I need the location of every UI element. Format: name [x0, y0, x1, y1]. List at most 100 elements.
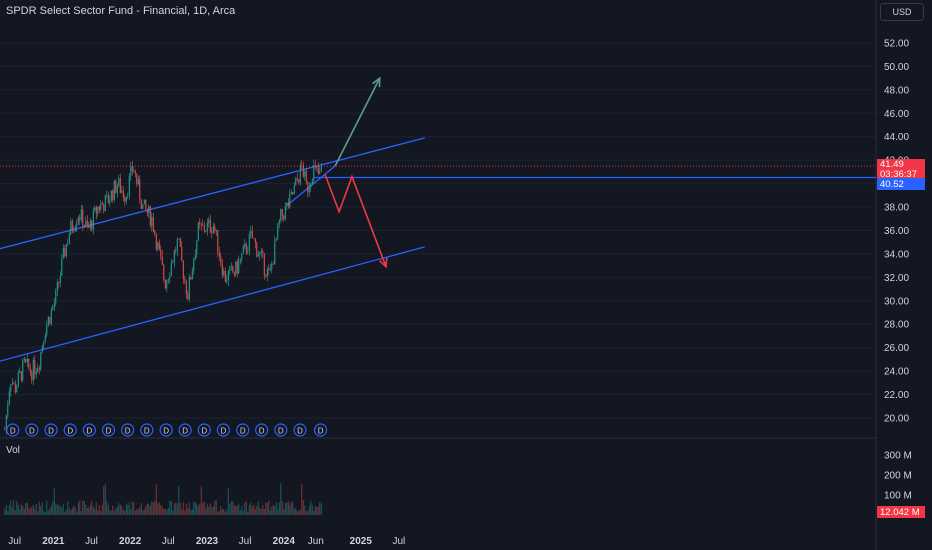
- dividend-marker[interactable]: D: [197, 423, 211, 437]
- volume-bar: [238, 504, 240, 515]
- volume-bar: [97, 510, 99, 515]
- candle-body: [40, 351, 42, 370]
- candle-body: [101, 203, 103, 205]
- volume-bar: [254, 509, 256, 515]
- dividend-marker[interactable]: D: [44, 423, 58, 437]
- volume-bar: [151, 501, 153, 515]
- candle-body: [19, 371, 21, 373]
- dividend-marker[interactable]: D: [236, 423, 250, 437]
- volume-bar: [290, 501, 292, 515]
- candle-body: [245, 243, 247, 253]
- dividend-marker[interactable]: D: [178, 423, 192, 437]
- dividend-letter: D: [163, 427, 169, 436]
- dividend-marker[interactable]: D: [140, 423, 154, 437]
- candle-body: [128, 175, 130, 196]
- volume-bar: [73, 505, 75, 515]
- volume-bar: [203, 501, 205, 515]
- dividend-marker[interactable]: D: [101, 423, 116, 437]
- volume-bar: [226, 509, 228, 515]
- dividend-marker[interactable]: D: [293, 423, 307, 437]
- candle-body: [143, 199, 145, 205]
- dividend-marker[interactable]: D: [216, 423, 230, 437]
- dividend-marker[interactable]: D: [6, 423, 20, 437]
- candle-body: [38, 368, 40, 370]
- volume-bar: [11, 506, 13, 515]
- candle-body: [212, 226, 214, 233]
- volume-bar: [227, 488, 229, 515]
- candle-body: [118, 178, 120, 186]
- volume-bar: [190, 509, 192, 515]
- volume-bar: [178, 486, 180, 515]
- channel-upper-line: [0, 137, 425, 250]
- candle-body: [278, 220, 280, 224]
- candle-body: [203, 225, 205, 232]
- candle-body: [214, 226, 216, 232]
- candle-body: [185, 280, 187, 295]
- volume-bar: [275, 502, 277, 515]
- volume-bar: [128, 502, 130, 515]
- dividend-marker[interactable]: D: [82, 423, 96, 437]
- volume-bar: [305, 511, 307, 515]
- volume-bar: [10, 500, 12, 515]
- candle-body: [134, 171, 136, 174]
- candle-body: [233, 272, 235, 275]
- dividend-marker[interactable]: D: [313, 423, 328, 437]
- dividend-circle: [236, 423, 250, 437]
- volume-bar: [191, 509, 193, 515]
- volume-bar: [200, 486, 202, 515]
- candle-body: [10, 384, 12, 392]
- candle-body: [263, 252, 265, 275]
- volume-bar: [76, 511, 78, 515]
- candle-body: [13, 383, 15, 384]
- dividend-marker[interactable]: D: [159, 423, 173, 437]
- candle-body: [226, 280, 228, 282]
- volume-bar: [230, 501, 232, 515]
- candle-body: [223, 270, 225, 276]
- trend-channel[interactable]: [0, 137, 876, 364]
- candle-body: [281, 209, 283, 216]
- candle-body: [148, 206, 150, 213]
- time-axis[interactable]: Jul 2021 Jul 2022 Jul 2023 Jul 2024 Jun 2025 Jul: [8, 536, 405, 547]
- volume-bar: [310, 500, 312, 515]
- volume-bar: [100, 510, 102, 515]
- volume-bar: [104, 483, 106, 515]
- projection-arrows[interactable]: [324, 76, 388, 269]
- volume-bar: [236, 505, 238, 515]
- dividend-marker[interactable]: D: [25, 423, 39, 437]
- dividend-letter: D: [67, 427, 73, 436]
- volume-value-tag: 12.042 M: [877, 506, 925, 518]
- volume-bar: [148, 504, 150, 515]
- dividend-marker[interactable]: D: [274, 423, 288, 437]
- volume-bar: [64, 511, 66, 515]
- candle-body: [98, 206, 100, 210]
- currency-button[interactable]: USD: [880, 3, 924, 21]
- dividend-marker[interactable]: D: [121, 423, 135, 437]
- candle-body: [17, 372, 19, 387]
- volume-bar: [241, 506, 243, 515]
- dividend-marker[interactable]: D: [63, 423, 77, 437]
- time-tick-label: Jul: [85, 536, 98, 547]
- volume-bar: [260, 508, 262, 515]
- dividend-letter: D: [259, 427, 265, 436]
- dividend-marker[interactable]: D: [255, 423, 269, 437]
- volume-bar: [211, 507, 213, 515]
- candle-body: [206, 223, 208, 232]
- candle-body: [64, 248, 66, 257]
- candle-body: [43, 340, 45, 346]
- volume-bar: [124, 511, 126, 515]
- volume-bar: [67, 501, 69, 515]
- volume-bar: [274, 506, 276, 515]
- candle-body: [284, 205, 286, 220]
- price-axis[interactable]: 20.00 22.00 24.00 26.00 28.00 30.00 32.00 34.00…: [884, 38, 912, 501]
- candle-body: [11, 383, 13, 385]
- volume-bar: [220, 506, 222, 515]
- volume-bar: [256, 505, 258, 515]
- volume-bar: [121, 506, 123, 515]
- candle-body: [277, 223, 279, 239]
- candle-body: [302, 165, 304, 177]
- candle-body: [181, 246, 183, 261]
- candle-body: [227, 271, 229, 281]
- dividend-letter: D: [48, 427, 54, 436]
